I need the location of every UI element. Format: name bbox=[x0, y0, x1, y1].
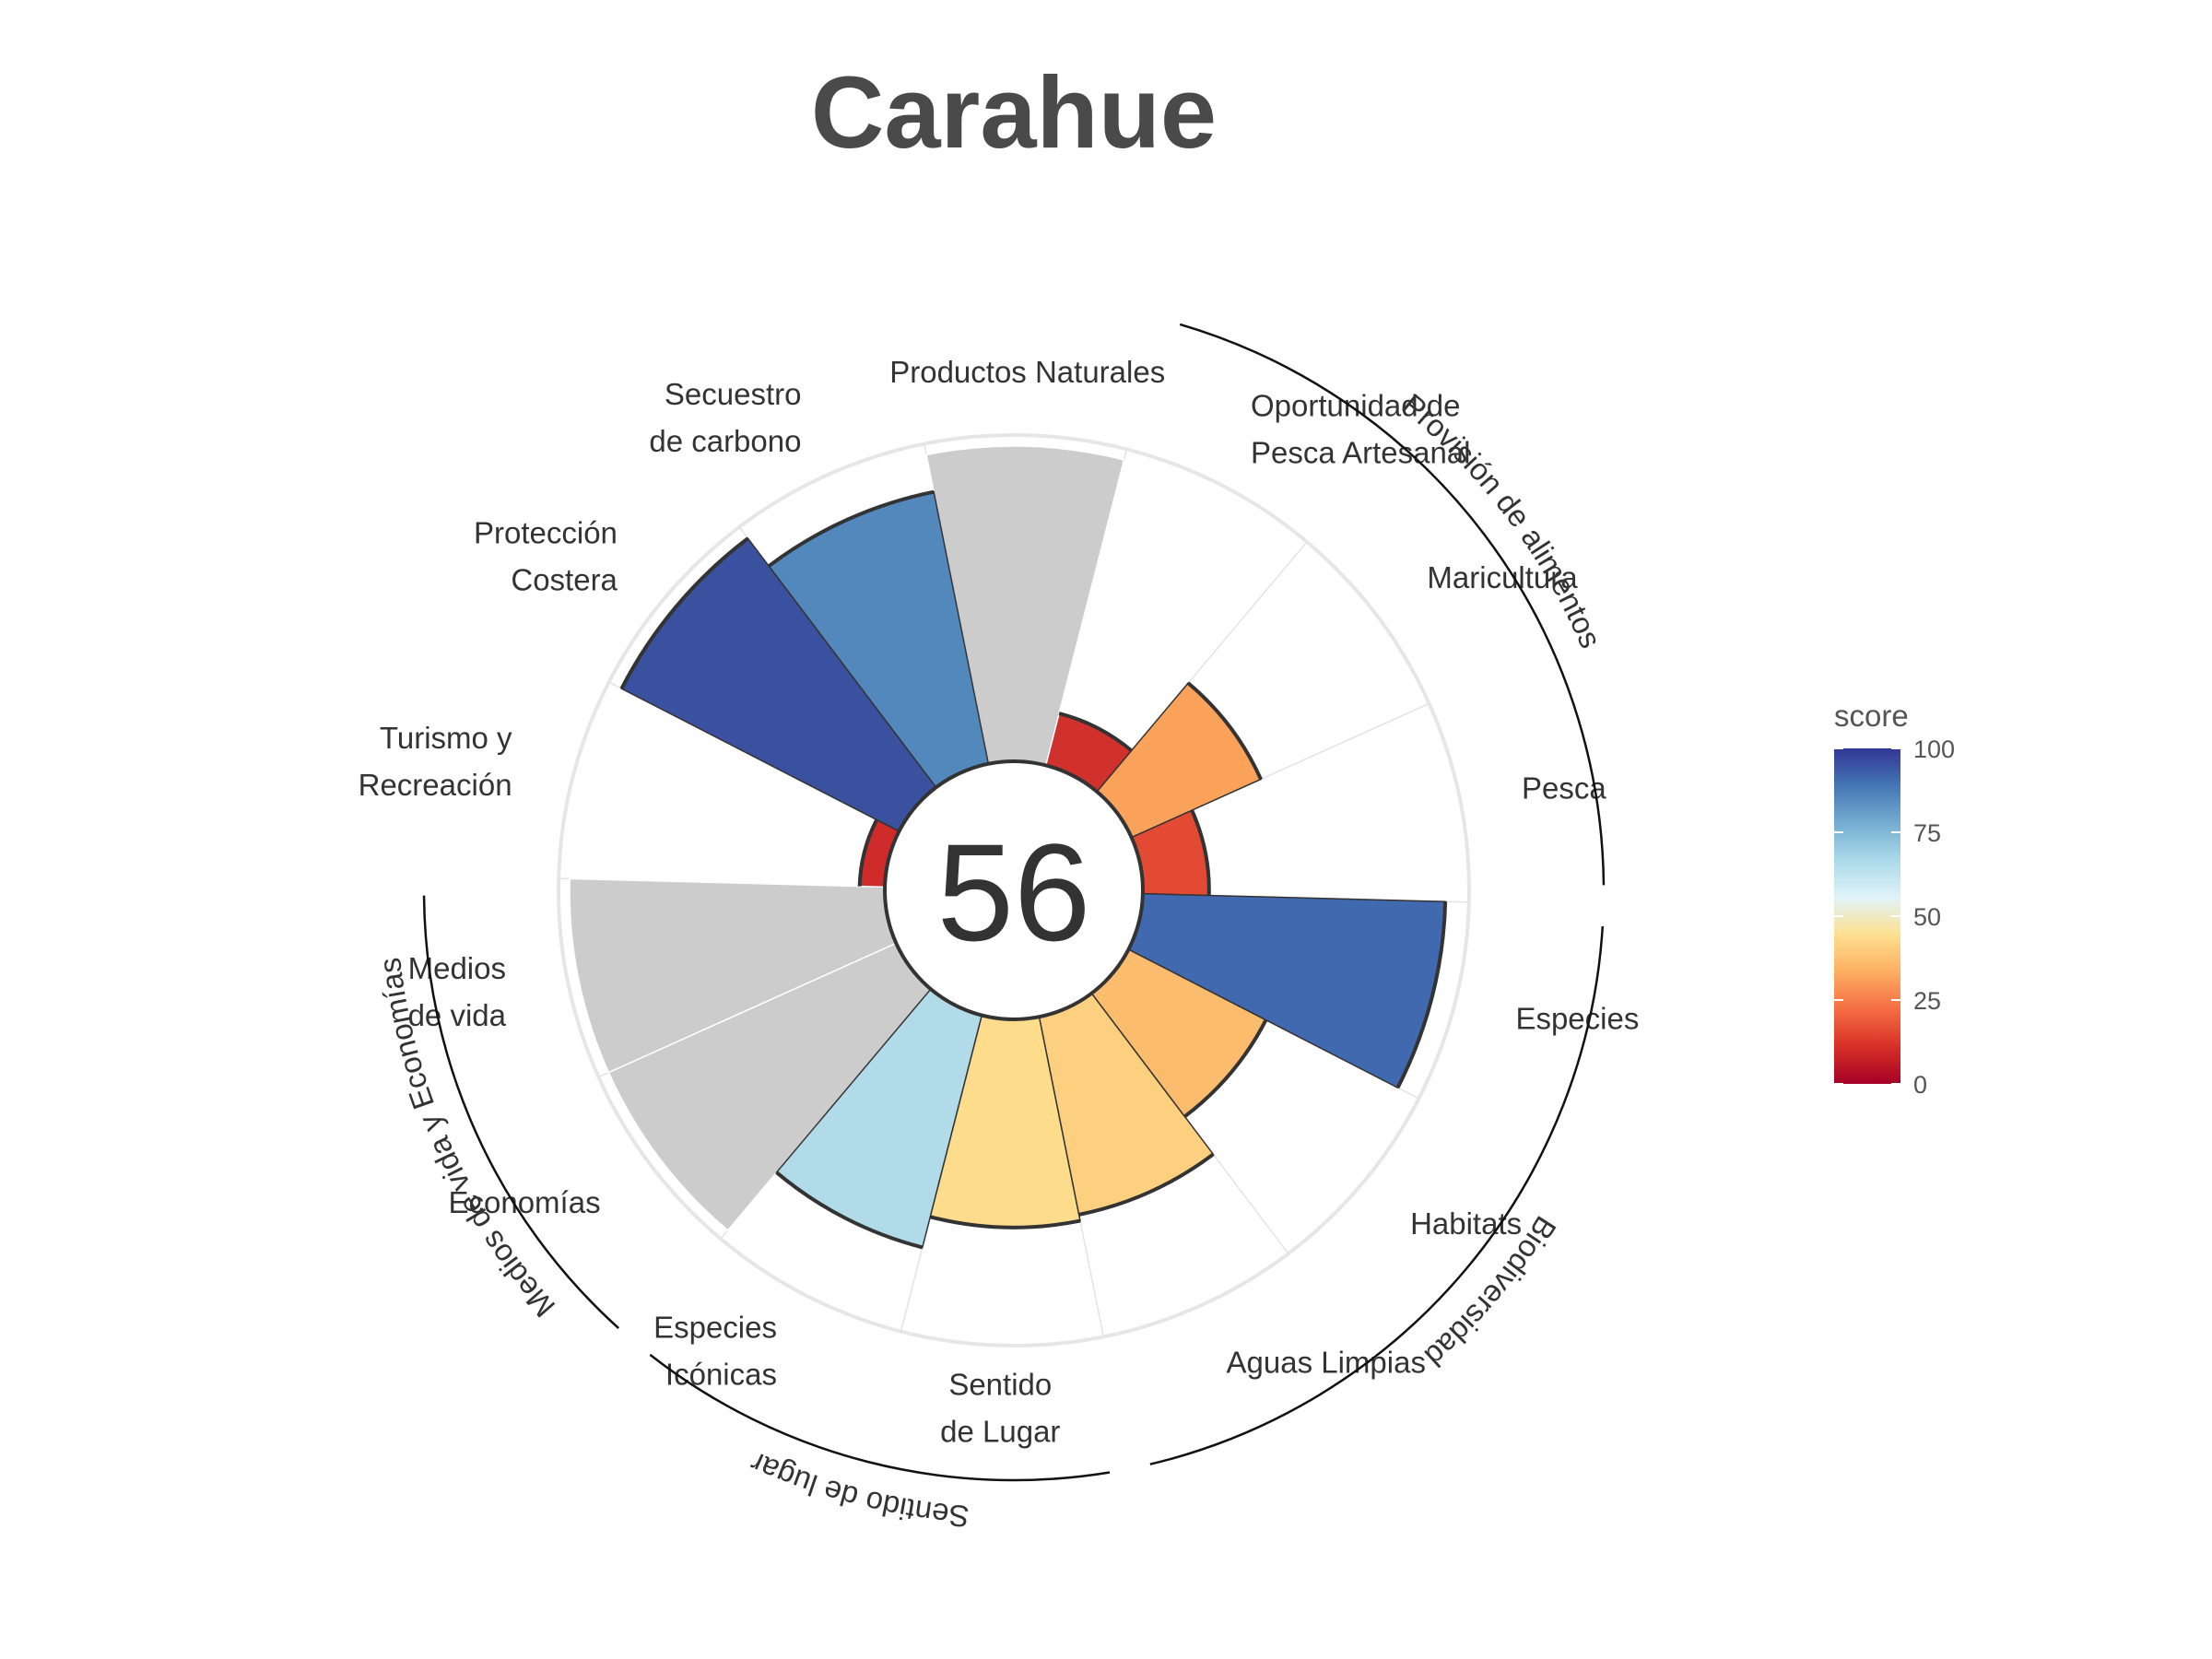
label-turismo-line: Recreación bbox=[359, 768, 512, 802]
petal-proteccion-outline bbox=[619, 536, 749, 690]
label-sentido-line: de Lugar bbox=[940, 1414, 1060, 1448]
petal-bars bbox=[569, 445, 1448, 1250]
label-especies: Especies bbox=[1515, 1001, 1639, 1035]
label-carbono-line: de carbono bbox=[649, 424, 801, 458]
center-score: 56 bbox=[883, 759, 1145, 1021]
legend-ticks: 100 75 50 25 0 bbox=[1834, 735, 1955, 1099]
group-label-text: Provisión de alimentos bbox=[1396, 387, 1608, 653]
legend-title: score bbox=[1834, 699, 1909, 733]
label-iconicas-line: Icónicas bbox=[665, 1357, 777, 1391]
legend-tick-label: 0 bbox=[1913, 1071, 1927, 1099]
petal-pesca-outline bbox=[1190, 809, 1211, 896]
group-arc-provision bbox=[1179, 323, 1606, 886]
color-legend: score 100 75 50 25 0 bbox=[1834, 699, 1955, 1099]
label-aguas-line: Aguas Limpias bbox=[1227, 1346, 1426, 1380]
label-oportunidad-line: Pesca Artesanal bbox=[1251, 436, 1470, 470]
outer-grid-circle bbox=[557, 433, 1471, 1347]
group-arc-biodiversidad bbox=[1149, 925, 1605, 1465]
label-medios-line: de vida bbox=[408, 998, 507, 1032]
label-carbono: Secuestro de carbono bbox=[649, 377, 801, 458]
label-proteccion-line: Protección bbox=[474, 516, 618, 550]
label-maricultura: Maricultura bbox=[1427, 560, 1578, 594]
label-economias: Economías bbox=[448, 1185, 600, 1219]
petal-carbono-outline bbox=[767, 489, 935, 568]
label-productos: Productos Naturales bbox=[889, 355, 1165, 389]
label-proteccion: Protección Costera bbox=[474, 516, 618, 597]
label-aguas: Aguas Limpias bbox=[1227, 1346, 1426, 1380]
legend-colorbar bbox=[1834, 748, 1900, 1084]
label-sentido: Sentido de Lugar bbox=[940, 1367, 1060, 1448]
petal-especies-outline bbox=[1395, 901, 1448, 1089]
petal-maricultura-outline bbox=[1186, 681, 1263, 781]
group-label-provision: Provisión de alimentos bbox=[1396, 387, 1608, 653]
label-maricultura-line: Maricultura bbox=[1427, 560, 1578, 594]
label-medios-line: Medios bbox=[408, 951, 506, 985]
legend-tick-label: 50 bbox=[1913, 903, 1941, 931]
group-arc-medios-econ bbox=[422, 895, 620, 1330]
chart-title: Carahue bbox=[811, 56, 1217, 170]
label-habitats: Habitats bbox=[1410, 1206, 1522, 1241]
legend-tick-label: 100 bbox=[1913, 735, 1955, 763]
petal-sentido-outline bbox=[929, 1215, 1081, 1230]
group-arc-sentido-lugar bbox=[649, 1353, 1111, 1482]
label-medios: Medios de vida bbox=[408, 951, 507, 1032]
label-especies-line: Especies bbox=[1515, 1001, 1639, 1035]
label-oportunidad: Oportunidad de Pesca Artesanal bbox=[1251, 389, 1470, 470]
petal-oportunidad-outline bbox=[1058, 712, 1133, 752]
legend-tick-label: 25 bbox=[1913, 987, 1941, 1015]
center-score-value: 56 bbox=[937, 815, 1091, 970]
label-economias-line: Economías bbox=[448, 1185, 600, 1219]
petal-turismo-outline bbox=[857, 818, 878, 887]
center-disc bbox=[883, 759, 1145, 1021]
label-productos-line: Productos Naturales bbox=[889, 355, 1165, 389]
label-sentido-line: Sentido bbox=[948, 1367, 1052, 1401]
label-habitats-line: Habitats bbox=[1410, 1206, 1522, 1241]
label-iconicas: Especies Icónicas bbox=[653, 1310, 777, 1391]
legend-tick-label: 75 bbox=[1913, 819, 1941, 847]
petal-aguas-outline bbox=[1078, 1152, 1215, 1217]
label-oportunidad-line: Oportunidad de bbox=[1251, 389, 1461, 423]
petal-habitats-outline bbox=[1183, 1018, 1268, 1119]
petal-iconicas-outline bbox=[775, 1171, 924, 1250]
label-iconicas-line: Especies bbox=[653, 1310, 777, 1344]
label-turismo: Turismo y Recreación bbox=[359, 721, 512, 802]
label-turismo-line: Turismo y bbox=[380, 721, 512, 755]
label-proteccion-line: Costera bbox=[511, 563, 618, 597]
label-carbono-line: Secuestro bbox=[665, 377, 802, 411]
